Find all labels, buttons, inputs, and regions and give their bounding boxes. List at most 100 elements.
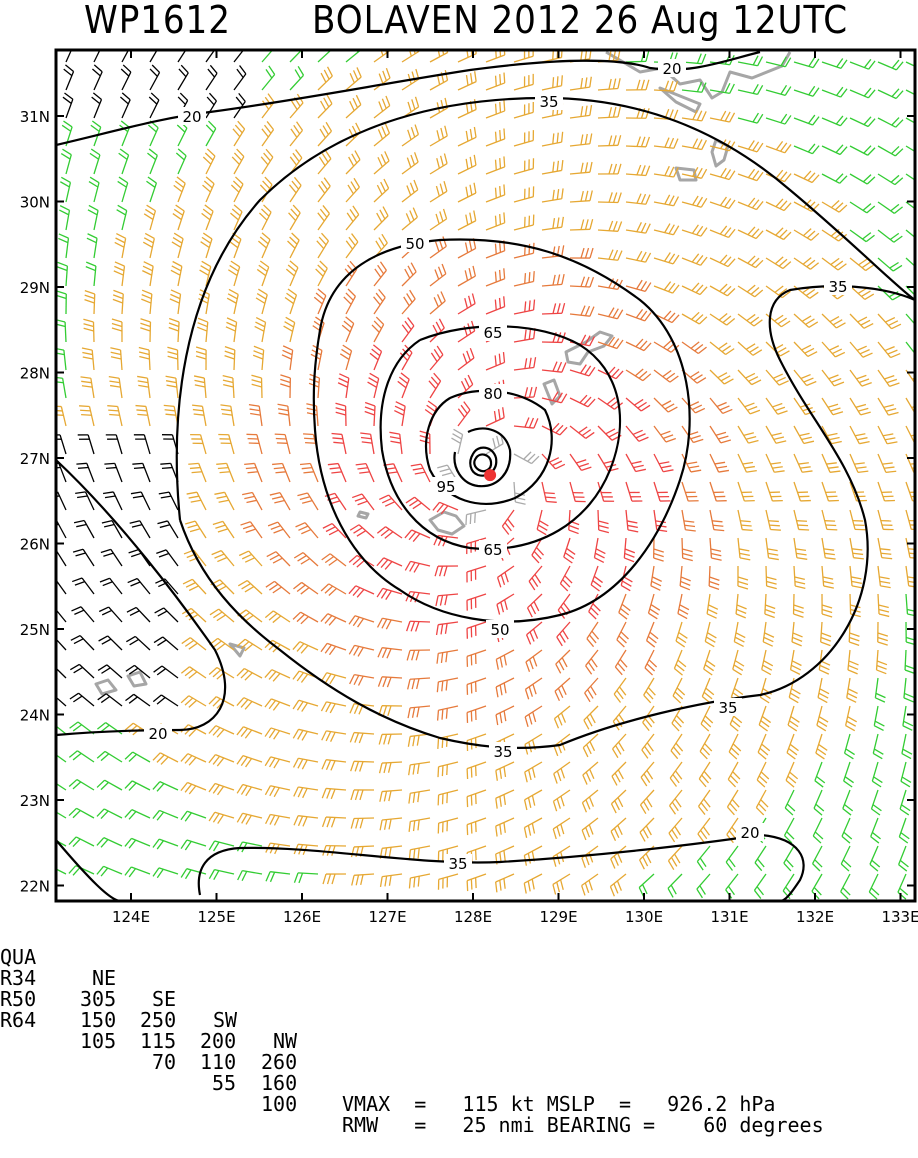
wind-barb [317, 233, 329, 258]
wind-barb [322, 788, 346, 798]
barb-feather [749, 141, 755, 150]
barb-feather [719, 313, 727, 320]
wind-barb [542, 274, 564, 286]
barb-feather [101, 782, 109, 789]
wind-barb [190, 435, 206, 454]
wind-barb [197, 318, 207, 342]
barb-feather [665, 195, 670, 204]
wind-barb [72, 578, 94, 594]
barb-feather [434, 373, 441, 381]
barb-feather [557, 826, 560, 836]
barb-feather [269, 700, 275, 708]
barb-feather [534, 300, 535, 310]
barb-shaft [611, 790, 626, 804]
barb-feather [525, 772, 527, 782]
barb-feather [285, 322, 294, 327]
barb-feather [331, 761, 335, 771]
barb-feather [725, 112, 730, 121]
barb-shaft [467, 650, 486, 656]
barb-feather [642, 750, 648, 758]
barb-feather [734, 642, 743, 647]
barb-feather [189, 586, 198, 591]
barb-feather [748, 198, 755, 206]
wind-barb [380, 818, 402, 830]
barb-feather [678, 660, 686, 667]
barb-feather [381, 154, 385, 164]
barb-feather [558, 688, 562, 697]
wind-barb [784, 846, 794, 871]
barb-shaft [247, 581, 262, 594]
wind-barb [103, 492, 122, 510]
barb-feather [185, 521, 195, 524]
barb-feather [504, 268, 505, 278]
barb-feather [265, 699, 271, 707]
barb-feather [504, 184, 505, 194]
wind-barb [754, 874, 766, 899]
barb-shaft [710, 510, 714, 530]
barb-feather [534, 357, 536, 367]
barb-shaft [246, 610, 262, 622]
barb-feather [775, 407, 785, 410]
barb-feather [45, 781, 53, 788]
barb-feather [316, 269, 323, 276]
barb-shaft [783, 874, 794, 891]
barb-feather [157, 669, 165, 675]
barb-feather [89, 205, 98, 210]
wind-barb [206, 65, 217, 90]
barb-feather [59, 234, 69, 238]
barb-feather [792, 642, 802, 646]
wind-barb [542, 362, 566, 373]
barb-feather [873, 805, 881, 811]
barb-feather [389, 432, 399, 434]
barb-feather [533, 684, 536, 694]
wind-barb [813, 818, 823, 843]
wind-barb [286, 261, 298, 286]
wind-barb [872, 762, 882, 787]
barb-shaft [514, 197, 533, 202]
barb-feather [714, 530, 724, 531]
barb-feather [704, 799, 710, 807]
barb-shaft [160, 753, 178, 762]
barb-feather [300, 497, 310, 500]
wind-barb [598, 164, 621, 174]
barb-feather [63, 97, 71, 103]
barb-shaft [558, 594, 570, 610]
barb-feather [237, 669, 244, 676]
barb-feather [216, 463, 226, 464]
barb-feather [807, 231, 815, 238]
barb-feather [644, 774, 650, 783]
barb-feather [904, 698, 914, 702]
barb-feather [726, 862, 732, 870]
barb-feather [781, 143, 787, 151]
barb-feather [592, 631, 599, 639]
barb-shaft [77, 808, 94, 818]
wind-barb [321, 702, 346, 713]
wind-barb [654, 282, 679, 293]
wind-barb [841, 874, 851, 899]
barb-feather [504, 128, 505, 138]
wind-barb [293, 612, 318, 624]
barb-feather [734, 716, 742, 723]
barb-feather [587, 745, 592, 754]
wind-barb [486, 212, 505, 230]
wind-barb [794, 86, 819, 96]
barb-feather [116, 234, 125, 239]
wind-barb [496, 650, 514, 670]
barb-feather [373, 345, 381, 352]
barb-feather [436, 214, 439, 224]
barb-feather [292, 101, 298, 110]
barb-feather [698, 834, 704, 842]
barb-shaft [569, 510, 570, 530]
wind-barb [843, 790, 853, 815]
wind-barb [514, 130, 533, 146]
barb-feather [135, 406, 145, 407]
wind-barb [82, 348, 94, 370]
r34-sw: 200 [200, 1031, 236, 1052]
barb-feather [434, 349, 440, 358]
barb-feather [446, 680, 447, 690]
barb-feather [177, 177, 185, 183]
barb-feather [45, 724, 54, 730]
barb-feather [185, 640, 194, 646]
barb-shaft [233, 378, 234, 398]
barb-feather [359, 472, 369, 473]
